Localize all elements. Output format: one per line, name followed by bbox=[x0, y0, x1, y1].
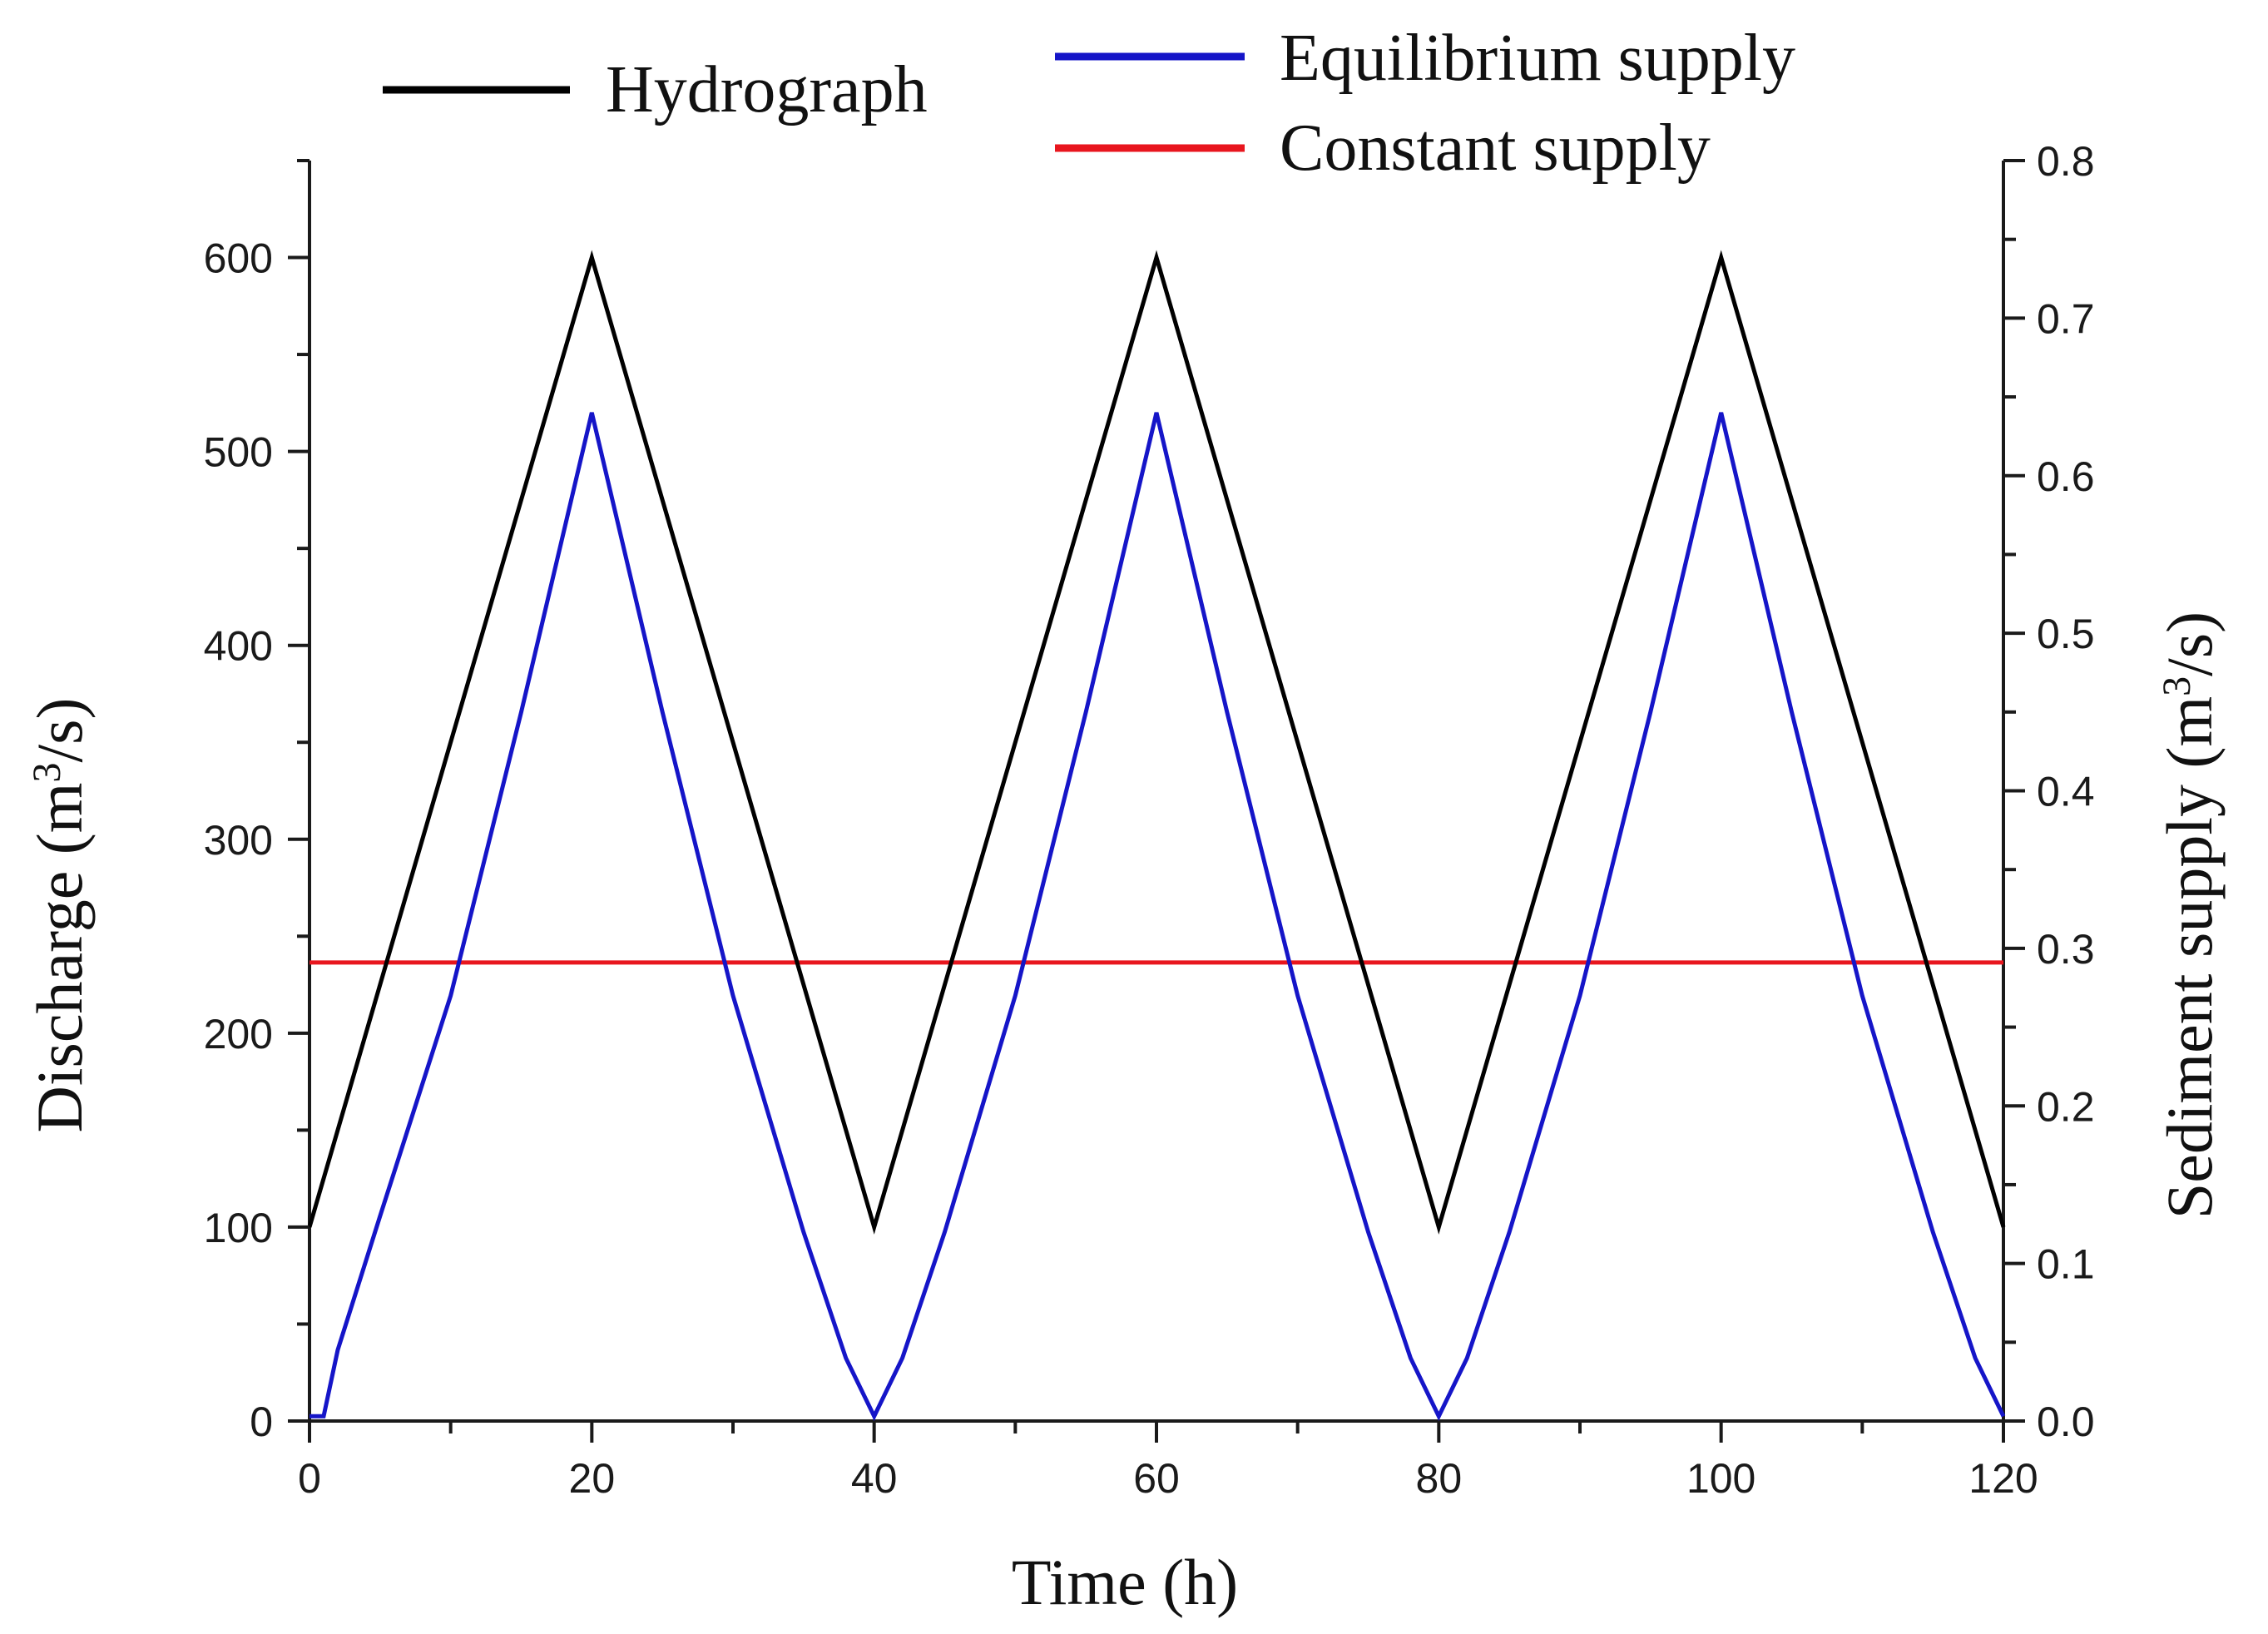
y-tick-label: 100 bbox=[204, 1205, 273, 1251]
y-tick-label: 0 bbox=[250, 1399, 273, 1445]
axes-layer: 0 20 40 60 80 100 120 0 100 200 300 400 500 600 0.0 0.1… bbox=[204, 138, 2095, 1502]
y-tick-label: 600 bbox=[204, 235, 273, 282]
x-tick-label: 120 bbox=[1968, 1455, 2038, 1502]
y2-tick-label: 0.1 bbox=[2037, 1241, 2095, 1288]
x-tick-label: 20 bbox=[569, 1455, 616, 1502]
series-line-equilibrium-supply bbox=[309, 412, 2006, 1422]
x-tick-label: 40 bbox=[851, 1455, 898, 1502]
y2-tick-label: 0.0 bbox=[2037, 1399, 2095, 1445]
series-line-hydrograph bbox=[307, 250, 2006, 1235]
y-axis-title: Discharge (m3/s) bbox=[23, 698, 96, 1133]
plot-frame bbox=[308, 161, 2005, 1423]
legend-item-equilibrium-supply: Equilibrium supply bbox=[1055, 22, 1795, 95]
y2-tick-label: 0.5 bbox=[2037, 611, 2095, 657]
legend: Hydrograph Equilibrium supply Constant s… bbox=[383, 22, 1795, 185]
y2-tick-label: 0.4 bbox=[2037, 769, 2095, 815]
legend-label-constant-supply: Constant supply bbox=[1280, 111, 1711, 185]
y2-tick-label: 0.3 bbox=[2037, 926, 2095, 973]
x-tick-label: 60 bbox=[1133, 1455, 1180, 1502]
legend-label-hydrograph: Hydrograph bbox=[606, 53, 928, 126]
y-tick-label: 200 bbox=[204, 1011, 273, 1057]
x-axis-title: Time (h) bbox=[1012, 1546, 1238, 1618]
legend-item-hydrograph: Hydrograph bbox=[383, 53, 928, 126]
legend-label-equilibrium-supply: Equilibrium supply bbox=[1280, 22, 1795, 95]
y2-tick-label: 0.7 bbox=[2037, 295, 2095, 342]
y2-tick-label: 0.6 bbox=[2037, 453, 2095, 500]
x-tick-label: 100 bbox=[1686, 1455, 1755, 1502]
series-layer bbox=[307, 250, 2006, 1422]
y2-axis-title: Sediment supply (m3/s) bbox=[2153, 612, 2226, 1219]
x-tick-label: 80 bbox=[1416, 1455, 1463, 1502]
y-tick-label: 400 bbox=[204, 623, 273, 670]
y2-tick-label: 0.2 bbox=[2037, 1083, 2095, 1130]
legend-item-constant-supply: Constant supply bbox=[1055, 111, 1711, 185]
y-tick-label: 500 bbox=[204, 429, 273, 476]
y2-tick-label: 0.8 bbox=[2037, 138, 2095, 185]
x-tick-label: 0 bbox=[298, 1455, 321, 1502]
y-tick-label: 300 bbox=[204, 817, 273, 864]
